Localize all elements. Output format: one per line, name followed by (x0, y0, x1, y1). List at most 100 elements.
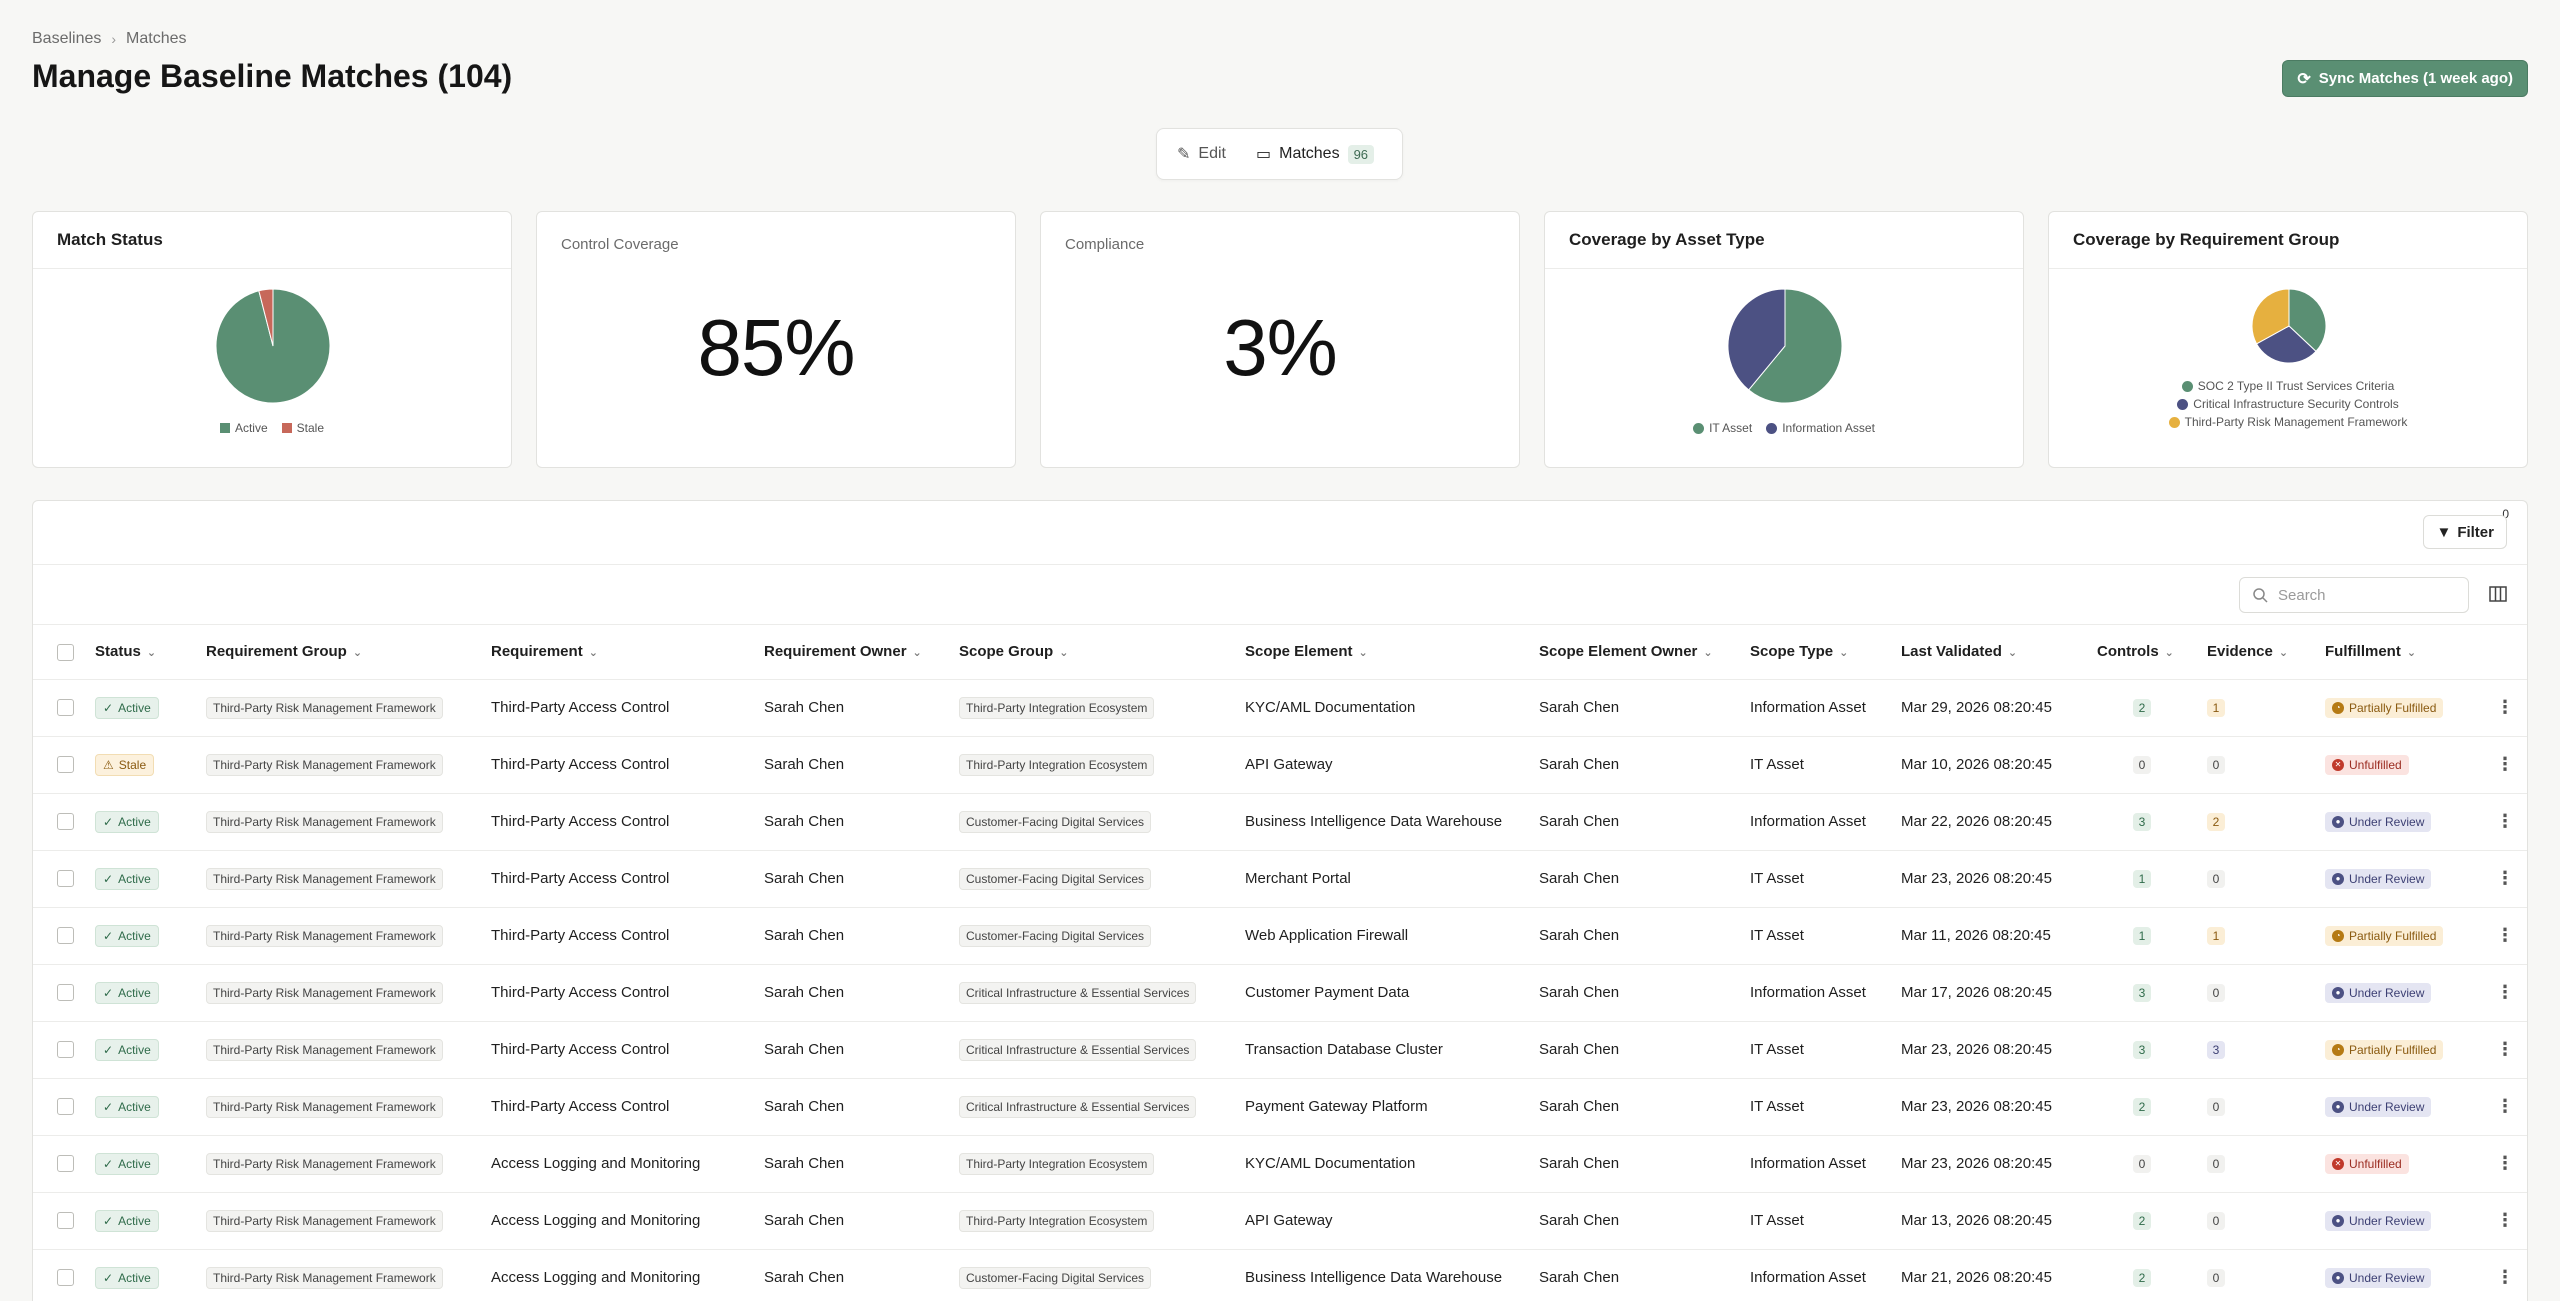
column-header-scope-type[interactable]: Scope Type ⌄ (1750, 625, 1901, 680)
column-header-scope-element[interactable]: Scope Element ⌄ (1245, 625, 1539, 680)
table-row[interactable]: ⚠ Stale Third-Party Risk Management Frame… (33, 736, 2527, 794)
status-label: Active (118, 1213, 151, 1228)
row-checkbox[interactable] (57, 699, 74, 717)
column-header-scope-group[interactable]: Scope Group ⌄ (959, 625, 1245, 680)
tab-matches[interactable]: ▭ Matches 96 (1244, 138, 1386, 170)
columns-button[interactable] (2485, 581, 2511, 607)
fulfillment-label: Partially Fulfilled (2349, 928, 2437, 943)
row-select-cell (33, 1249, 95, 1301)
evidence-cell: 2 (2207, 793, 2325, 851)
status-cell: ✓ Active (95, 907, 206, 965)
row-actions-icon[interactable]: ⋮ (2481, 1192, 2527, 1250)
half-circle-icon: ◔ (2332, 1043, 2344, 1056)
search-input[interactable]: Search (2239, 577, 2469, 613)
row-checkbox[interactable] (57, 927, 74, 945)
table-row[interactable]: ✓ Active Third-Party Risk Management Fram… (33, 793, 2527, 851)
row-actions-icon[interactable]: ⋮ (2481, 1021, 2527, 1079)
row-actions-icon[interactable]: ⋮ (2481, 679, 2527, 737)
select-all-checkbox[interactable] (57, 643, 74, 661)
status-label: Active (118, 985, 151, 1000)
requirement-group-tag: Third-Party Risk Management Framework (206, 696, 443, 719)
column-header-scope-element-owner[interactable]: Scope Element Owner ⌄ (1539, 625, 1750, 680)
row-checkbox[interactable] (57, 1269, 74, 1287)
pie-slice-third-party-risk-management-framework[interactable] (2251, 289, 2290, 345)
scope-group-cell: Critical Infrastructure & Essential Serv… (959, 1021, 1245, 1079)
row-actions-icon[interactable]: ⋮ (2481, 1078, 2527, 1136)
row-checkbox[interactable] (57, 870, 74, 888)
status-cell: ✓ Active (95, 1192, 206, 1250)
row-actions-icon[interactable]: ⋮ (2481, 793, 2527, 851)
row-actions-icon[interactable]: ⋮ (2481, 850, 2527, 908)
fulfillment-label: Partially Fulfilled (2349, 1042, 2437, 1057)
scope-group-tag: Critical Infrastructure & Essential Serv… (959, 1038, 1197, 1061)
row-checkbox[interactable] (57, 1212, 74, 1230)
row-actions-icon[interactable]: ⋮ (2481, 964, 2527, 1022)
legend-label: Stale (296, 421, 325, 435)
row-select-cell (33, 1078, 95, 1136)
tab-edit[interactable]: ✎ Edit (1165, 138, 1238, 170)
table-row[interactable]: ✓ Active Third-Party Risk Management Fram… (33, 1192, 2527, 1250)
status-cell: ✓ Active (95, 1249, 206, 1301)
table-row[interactable]: ✓ Active Third-Party Risk Management Fram… (33, 964, 2527, 1022)
table-row[interactable]: ✓ Active Third-Party Risk Management Fram… (33, 1078, 2527, 1136)
row-checkbox[interactable] (57, 984, 74, 1002)
column-label: Scope Element Owner (1539, 643, 1698, 661)
row-actions-icon[interactable]: ⋮ (2481, 1249, 2527, 1301)
column-header-fulfillment[interactable]: Fulfillment ⌄ (2325, 625, 2481, 680)
column-header-requirement-group[interactable]: Requirement Group ⌄ (206, 625, 491, 680)
table-row[interactable]: ✓ Active Third-Party Risk Management Fram… (33, 1021, 2527, 1079)
review-dot-icon: ● (2332, 986, 2344, 999)
filter-label: Filter (2457, 523, 2494, 541)
half-circle-icon: ◔ (2332, 701, 2344, 714)
column-header-controls[interactable]: Controls ⌄ (2097, 625, 2207, 680)
row-actions-icon[interactable]: ⋮ (2481, 1135, 2527, 1193)
controls-cell: 2 (2097, 1078, 2207, 1136)
column-header-requirement[interactable]: Requirement ⌄ (491, 625, 764, 680)
row-checkbox[interactable] (57, 1155, 74, 1173)
pie-slice-it-asset[interactable] (1747, 289, 1843, 404)
legend-item-critical-infrastructure: Critical Infrastructure Security Control… (2177, 397, 2399, 411)
column-header-requirement-owner[interactable]: Requirement Owner ⌄ (764, 625, 959, 680)
requirement-owner-cell: Sarah Chen (764, 1135, 959, 1193)
fulfillment-cell: ● Under Review (2325, 1078, 2481, 1136)
column-header-last-validated[interactable]: Last Validated ⌄ (1901, 625, 2097, 680)
check-circle-icon: ✓ (103, 928, 114, 943)
status-cell: ✓ Active (95, 679, 206, 737)
row-actions-icon[interactable]: ⋮ (2481, 907, 2527, 965)
legend-swatch (1766, 422, 1778, 434)
row-checkbox[interactable] (57, 813, 74, 831)
row-actions-icon[interactable]: ⋮ (2481, 736, 2527, 794)
legend-label: Information Asset (1782, 421, 1875, 435)
fulfillment-label: Under Review (2349, 985, 2425, 1000)
scope-element-owner-cell: Sarah Chen (1539, 1021, 1750, 1079)
column-header-status[interactable]: Status ⌄ (95, 625, 206, 680)
filter-button[interactable]: ▼ Filter (2423, 515, 2507, 549)
table-row[interactable]: ✓ Active Third-Party Risk Management Fram… (33, 679, 2527, 737)
select-all-cell (33, 625, 95, 680)
table-row[interactable]: ✓ Active Third-Party Risk Management Fram… (33, 1135, 2527, 1193)
table-row[interactable]: ✓ Active Third-Party Risk Management Fram… (33, 907, 2527, 965)
row-checkbox[interactable] (57, 756, 74, 774)
fulfillment-label: Unfulfilled (2349, 1156, 2402, 1171)
pencil-icon: ✎ (1177, 146, 1191, 163)
column-header-evidence[interactable]: Evidence ⌄ (2207, 625, 2325, 680)
legend-swatch (2181, 380, 2193, 392)
pie-slice-critical-infrastructure-security-controls[interactable] (2255, 325, 2317, 364)
table-row[interactable]: ✓ Active Third-Party Risk Management Fram… (33, 1249, 2527, 1301)
fulfillment-badge: ● Under Review (2325, 982, 2432, 1003)
pie-slice-information-asset[interactable] (1727, 289, 1786, 391)
requirement-group-tag: Third-Party Risk Management Framework (206, 1038, 443, 1061)
controls-count-badge: 2 (2133, 1211, 2151, 1230)
sync-matches-button[interactable]: ⟳ Sync Matches (1 week ago) (2282, 60, 2528, 97)
row-checkbox[interactable] (57, 1098, 74, 1116)
pie-slice-soc-2-type-ii-trust-services-criteria[interactable] (2288, 289, 2327, 353)
pie-slice-stale[interactable] (258, 289, 274, 347)
legend-item-active: Active (219, 421, 268, 435)
row-checkbox[interactable] (57, 1041, 74, 1059)
legend-item-stale: Stale (281, 421, 325, 435)
breadcrumb-baselines[interactable]: Baselines (32, 30, 102, 47)
status-label: Active (118, 871, 151, 886)
fulfillment-badge: ● Under Review (2325, 1210, 2432, 1231)
column-label: Requirement Group (206, 643, 347, 661)
table-row[interactable]: ✓ Active Third-Party Risk Management Fram… (33, 850, 2527, 908)
